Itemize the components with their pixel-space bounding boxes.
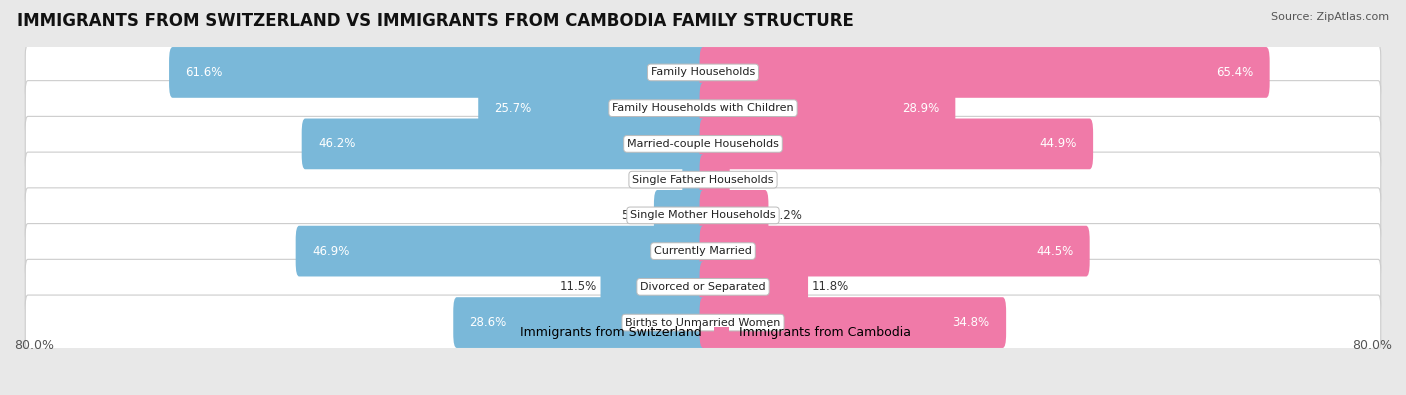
FancyBboxPatch shape xyxy=(700,261,808,312)
Text: Births to Unmarried Women: Births to Unmarried Women xyxy=(626,318,780,327)
Text: 44.5%: 44.5% xyxy=(1036,245,1073,258)
Text: Single Mother Households: Single Mother Households xyxy=(630,211,776,220)
Text: IMMIGRANTS FROM SWITZERLAND VS IMMIGRANTS FROM CAMBODIA FAMILY STRUCTURE: IMMIGRANTS FROM SWITZERLAND VS IMMIGRANT… xyxy=(17,12,853,30)
FancyBboxPatch shape xyxy=(25,224,1381,278)
Text: 34.8%: 34.8% xyxy=(953,316,990,329)
FancyBboxPatch shape xyxy=(478,83,706,134)
FancyBboxPatch shape xyxy=(600,261,706,312)
FancyBboxPatch shape xyxy=(302,118,706,169)
Text: Single Father Households: Single Father Households xyxy=(633,175,773,184)
Text: 44.9%: 44.9% xyxy=(1039,137,1077,150)
Text: 25.7%: 25.7% xyxy=(495,102,531,115)
FancyBboxPatch shape xyxy=(25,295,1381,350)
Text: 28.6%: 28.6% xyxy=(470,316,508,329)
Text: 46.9%: 46.9% xyxy=(312,245,350,258)
Text: 5.3%: 5.3% xyxy=(621,209,651,222)
FancyBboxPatch shape xyxy=(682,154,706,205)
Text: 7.2%: 7.2% xyxy=(772,209,801,222)
FancyBboxPatch shape xyxy=(700,190,769,241)
FancyBboxPatch shape xyxy=(453,297,706,348)
FancyBboxPatch shape xyxy=(25,81,1381,135)
Text: 46.2%: 46.2% xyxy=(318,137,356,150)
Text: Currently Married: Currently Married xyxy=(654,246,752,256)
Text: Source: ZipAtlas.com: Source: ZipAtlas.com xyxy=(1271,12,1389,22)
Text: 11.5%: 11.5% xyxy=(560,280,598,293)
Text: 80.0%: 80.0% xyxy=(1353,339,1392,352)
Text: 2.7%: 2.7% xyxy=(733,173,763,186)
FancyBboxPatch shape xyxy=(700,118,1092,169)
FancyBboxPatch shape xyxy=(700,297,1007,348)
FancyBboxPatch shape xyxy=(25,45,1381,100)
Legend: Immigrants from Switzerland, Immigrants from Cambodia: Immigrants from Switzerland, Immigrants … xyxy=(489,322,917,344)
Text: Married-couple Households: Married-couple Households xyxy=(627,139,779,149)
Text: 65.4%: 65.4% xyxy=(1216,66,1253,79)
FancyBboxPatch shape xyxy=(700,83,955,134)
Text: 80.0%: 80.0% xyxy=(14,339,53,352)
FancyBboxPatch shape xyxy=(654,190,706,241)
FancyBboxPatch shape xyxy=(700,47,1270,98)
FancyBboxPatch shape xyxy=(25,117,1381,171)
Text: 28.9%: 28.9% xyxy=(901,102,939,115)
Text: 2.0%: 2.0% xyxy=(650,173,679,186)
FancyBboxPatch shape xyxy=(169,47,706,98)
FancyBboxPatch shape xyxy=(700,226,1090,276)
FancyBboxPatch shape xyxy=(25,260,1381,314)
Text: Family Households: Family Households xyxy=(651,68,755,77)
FancyBboxPatch shape xyxy=(25,188,1381,243)
Text: Divorced or Separated: Divorced or Separated xyxy=(640,282,766,292)
Text: 61.6%: 61.6% xyxy=(186,66,222,79)
FancyBboxPatch shape xyxy=(295,226,706,276)
FancyBboxPatch shape xyxy=(700,154,730,205)
Text: Family Households with Children: Family Households with Children xyxy=(612,103,794,113)
FancyBboxPatch shape xyxy=(25,152,1381,207)
Text: 11.8%: 11.8% xyxy=(811,280,849,293)
